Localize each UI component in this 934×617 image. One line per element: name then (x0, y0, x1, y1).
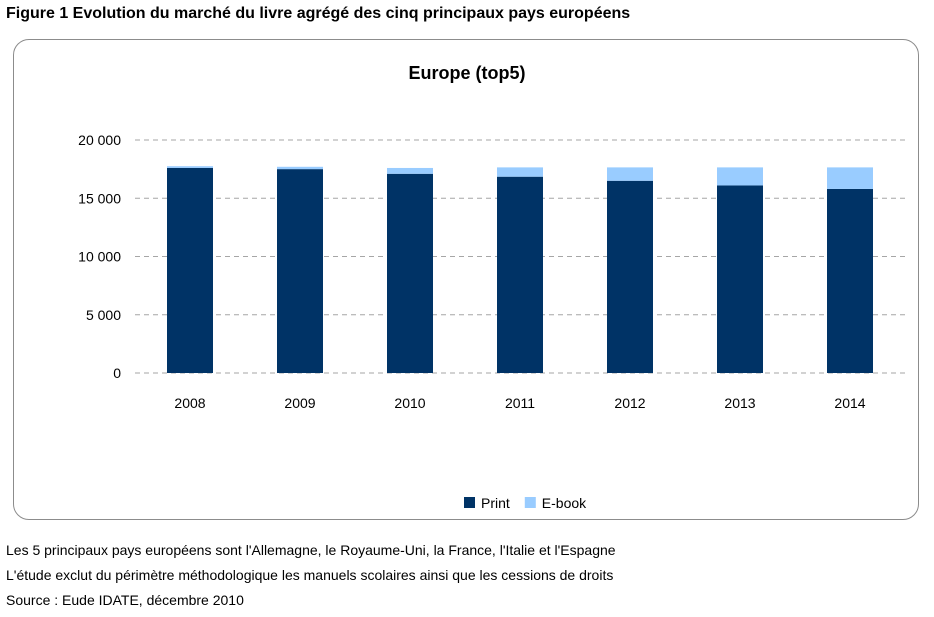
bar-e-book (827, 167, 873, 189)
bar-print (607, 180, 653, 373)
bar-e-book (387, 167, 433, 174)
y-tick-label: 0 (113, 365, 121, 381)
y-tick-label: 15 000 (78, 190, 121, 206)
bar-print (497, 176, 543, 373)
x-tick-label: 2010 (394, 395, 425, 411)
legend-label-print: Print (481, 495, 510, 511)
bar-print (167, 167, 213, 373)
bar-print (717, 185, 763, 373)
bar-print (827, 188, 873, 373)
legend-label-e-book: E-book (542, 495, 587, 511)
x-tick-label: 2014 (834, 395, 865, 411)
x-tick-label: 2012 (614, 395, 645, 411)
note-scope: L'étude exclut du périmètre méthodologiq… (6, 567, 614, 583)
bar-print (277, 169, 323, 373)
x-tick-label: 2008 (174, 395, 205, 411)
y-tick-label: 10 000 (78, 249, 121, 265)
bar-e-book (167, 166, 213, 168)
y-tick-label: 20 000 (78, 132, 121, 148)
note-source: Source : Eude IDATE, décembre 2010 (6, 592, 244, 608)
bar-e-book (497, 167, 543, 177)
bar-e-book (607, 167, 653, 181)
legend-swatch-print (464, 497, 475, 508)
x-tick-label: 2009 (284, 395, 315, 411)
x-tick-label: 2011 (505, 395, 535, 411)
note-countries: Les 5 principaux pays européens sont l'A… (6, 542, 616, 558)
chart-frame (13, 39, 919, 520)
legend-swatch-e-book (524, 497, 536, 508)
x-tick-label: 2013 (724, 395, 755, 411)
bar-print (387, 173, 433, 373)
figure-title: Figure 1 Evolution du marché du livre ag… (6, 5, 631, 22)
bar-e-book (717, 167, 763, 186)
bar-e-book (277, 166, 323, 170)
chart-title: Europe (top5) (409, 63, 526, 83)
notes: Les 5 principaux pays européens sont l'A… (6, 538, 616, 613)
y-tick-label: 5 000 (86, 307, 121, 323)
